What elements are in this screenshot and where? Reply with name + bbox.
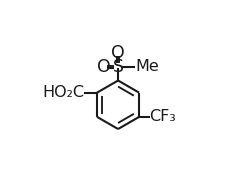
Text: CF₃: CF₃ (149, 109, 176, 124)
Text: HO₂C: HO₂C (42, 85, 84, 100)
Text: S: S (112, 58, 124, 76)
Text: Me: Me (135, 59, 159, 74)
Text: O: O (97, 58, 110, 76)
Text: O: O (111, 44, 125, 62)
